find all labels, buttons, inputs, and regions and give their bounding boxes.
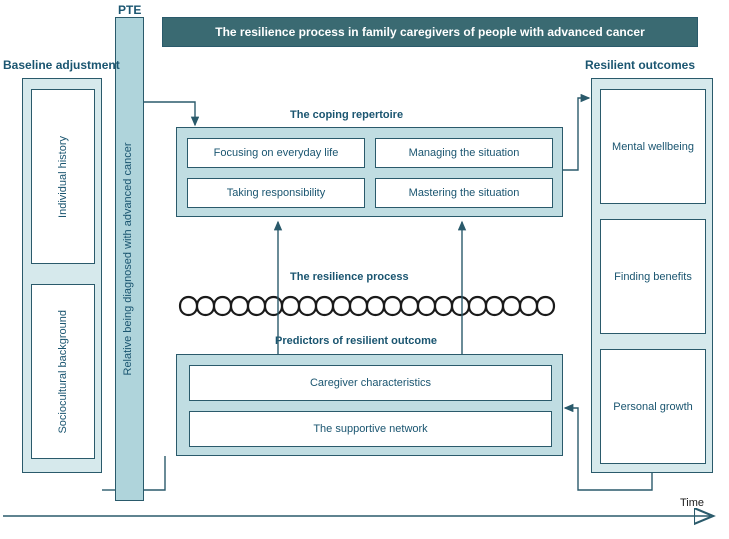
time-label: Time — [680, 497, 704, 509]
coping-box: Taking responsibility — [187, 178, 365, 208]
coping-box: Mastering the situation — [375, 178, 553, 208]
baseline-box-sociocultural: Sociocultural background — [31, 284, 95, 459]
baseline-box-individual: Individual history — [31, 89, 95, 264]
outcome-box: Finding benefits — [600, 219, 706, 334]
baseline-container: Individual history Sociocultural backgro… — [22, 78, 102, 473]
pte-label: PTE — [118, 3, 141, 17]
coping-box: Managing the situation — [375, 138, 553, 168]
outcome-box: Personal growth — [600, 349, 706, 464]
predictor-box: Caregiver characteristics — [189, 365, 552, 401]
baseline-box-text: Individual history — [57, 136, 69, 218]
predictors-label: Predictors of resilient outcome — [275, 335, 437, 347]
resilience-process-label: The resilience process — [290, 271, 409, 283]
outcome-box: Mental wellbeing — [600, 89, 706, 204]
pte-text: Relative being diagnosed with advanced c… — [122, 143, 134, 376]
coping-label: The coping repertoire — [290, 109, 403, 121]
baseline-label: Baseline adjustment — [3, 58, 120, 72]
coping-box: Focusing on everyday life — [187, 138, 365, 168]
outcomes-label: Resilient outcomes — [585, 58, 695, 72]
pte-bar: Relative being diagnosed with advanced c… — [115, 17, 144, 501]
coping-container: Focusing on everyday life Managing the s… — [176, 127, 563, 217]
baseline-box-text: Sociocultural background — [57, 310, 69, 434]
predictor-box: The supportive network — [189, 411, 552, 447]
title-bar: The resilience process in family caregiv… — [162, 17, 698, 47]
outcomes-container: Mental wellbeing Finding benefits Person… — [591, 78, 713, 473]
spiral-icon — [175, 288, 565, 324]
predictors-container: Caregiver characteristics The supportive… — [176, 354, 563, 456]
